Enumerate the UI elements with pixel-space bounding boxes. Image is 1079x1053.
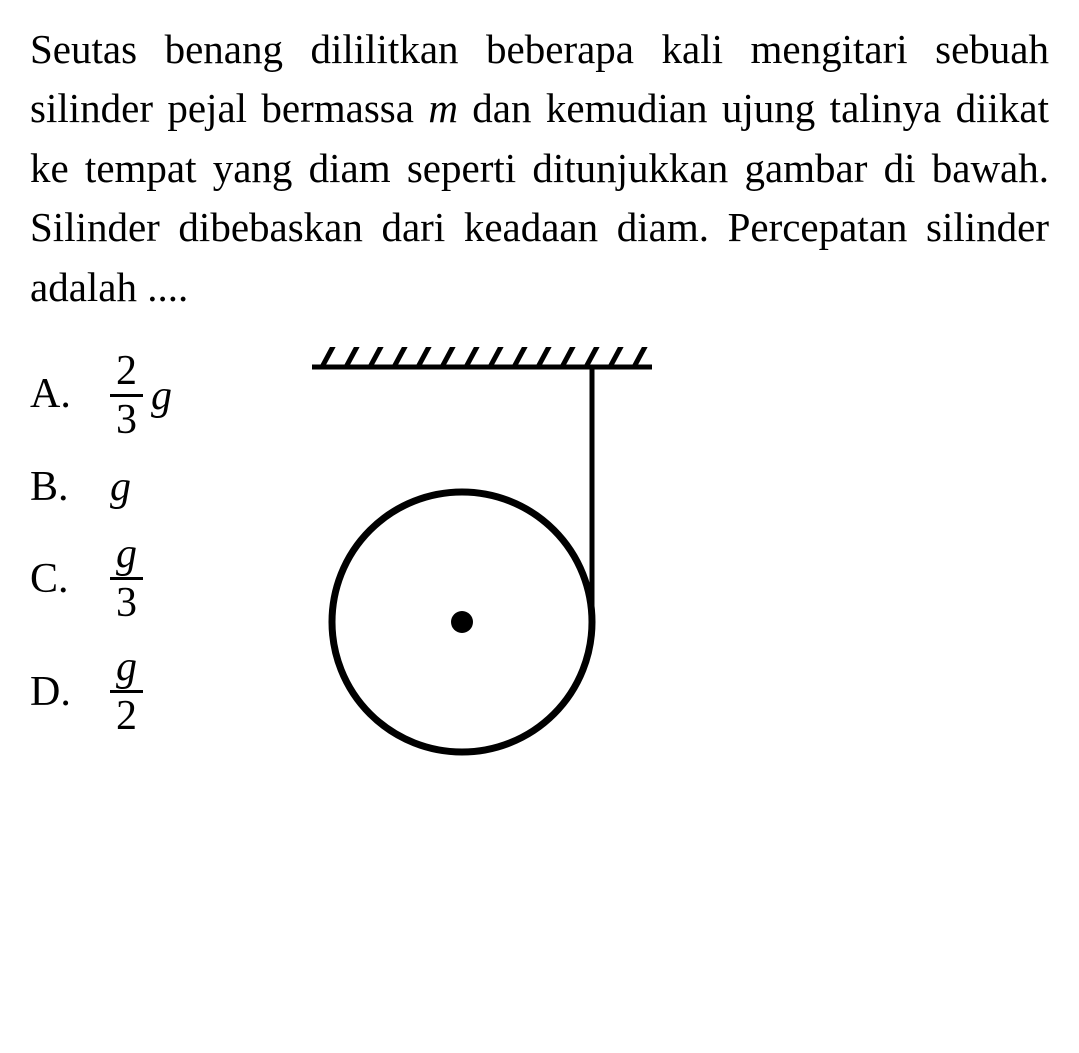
- option-a-value: 2 3 g: [110, 347, 172, 441]
- ceiling-hatch: [418, 347, 432, 367]
- ceiling-hatch: [514, 347, 528, 367]
- option-b: B. g: [30, 463, 172, 511]
- ceiling-hatch: [490, 347, 504, 367]
- option-a-den: 3: [110, 397, 143, 441]
- diagram-column: [232, 347, 1049, 787]
- option-d-num: g: [110, 646, 143, 693]
- option-d-fraction: g 2: [110, 646, 143, 737]
- option-c-value: g 3: [110, 533, 143, 624]
- option-d-value: g 2: [110, 646, 143, 737]
- ceiling-hatch: [562, 347, 576, 367]
- option-d: D. g 2: [30, 646, 172, 737]
- ceiling-hatch: [394, 347, 408, 367]
- option-a-fraction: 2 3: [110, 350, 143, 441]
- ceiling-hatch: [370, 347, 384, 367]
- center-dot: [451, 611, 473, 633]
- ceiling-hatch: [466, 347, 480, 367]
- option-d-letter: D.: [30, 668, 80, 716]
- option-c-num: g: [110, 533, 143, 580]
- question-text: Seutas benang dililitkan beberapa kali m…: [30, 20, 1049, 317]
- option-c-letter: C.: [30, 555, 80, 603]
- option-b-value: g: [110, 463, 131, 511]
- option-a: A. 2 3 g: [30, 347, 172, 441]
- ceiling-hatch: [322, 347, 336, 367]
- ceiling-hatch: [346, 347, 360, 367]
- option-c-den: 3: [110, 580, 143, 624]
- ceiling-hatch: [634, 347, 648, 367]
- cylinder-diagram: [232, 347, 692, 787]
- option-a-after: g: [151, 372, 172, 420]
- options-column: A. 2 3 g B. g C. g 3: [30, 347, 172, 787]
- option-d-den: 2: [110, 693, 143, 737]
- option-c-fraction: g 3: [110, 533, 143, 624]
- option-c: C. g 3: [30, 533, 172, 624]
- option-a-letter: A.: [30, 370, 80, 418]
- ceiling-hatch: [586, 347, 600, 367]
- option-a-num: 2: [110, 350, 143, 397]
- ceiling-hatch: [442, 347, 456, 367]
- option-b-letter: B.: [30, 463, 80, 511]
- ceiling-hatch: [538, 347, 552, 367]
- question-var-m: m: [428, 85, 458, 131]
- content-row: A. 2 3 g B. g C. g 3: [30, 347, 1049, 787]
- ceiling-hatch: [610, 347, 624, 367]
